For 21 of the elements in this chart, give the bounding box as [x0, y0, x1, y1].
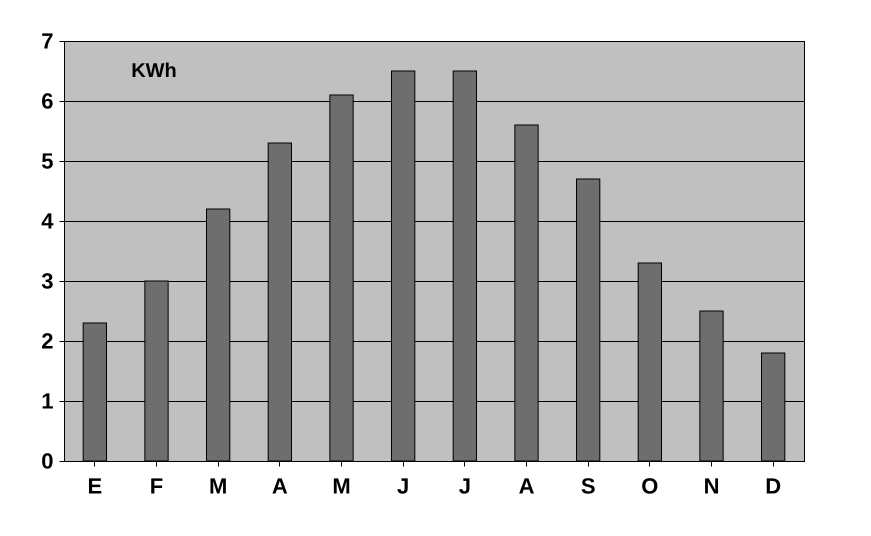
x-tick-label: M: [209, 474, 228, 498]
y-tick-label: 2: [41, 328, 54, 354]
y-tick-label: 6: [41, 88, 54, 114]
x-tick-label: F: [150, 474, 164, 498]
y-tick-label: 0: [41, 448, 54, 474]
y-tick-label: 5: [41, 148, 54, 174]
x-tick-label: M: [332, 474, 351, 498]
x-tick-label: D: [765, 474, 782, 498]
y-tick-label: 3: [41, 268, 54, 294]
annotation: KWh: [131, 60, 177, 82]
x-tick-label: O: [641, 474, 658, 498]
x-tick-label: A: [518, 474, 535, 498]
x-tick-label: J: [458, 474, 471, 498]
x-tick-label: J: [397, 474, 410, 498]
x-tick-label: A: [272, 474, 288, 498]
x-tick-label: N: [704, 474, 720, 498]
x-tick-label: E: [87, 474, 102, 498]
y-tick-label: 1: [41, 388, 54, 414]
x-tick-label: S: [580, 474, 596, 498]
y-tick-label: 7: [41, 28, 54, 54]
y-tick-label: 4: [41, 208, 54, 234]
